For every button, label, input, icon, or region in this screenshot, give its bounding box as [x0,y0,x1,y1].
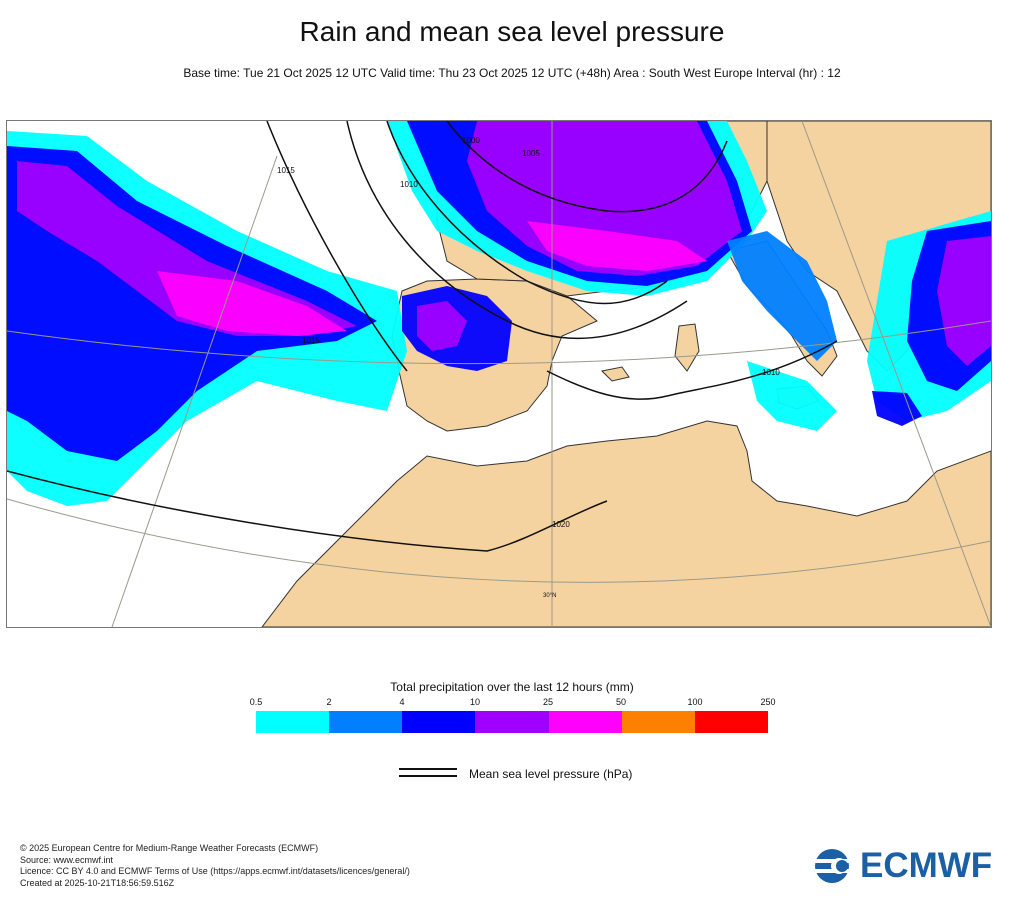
parallel-30n [7,498,991,583]
legend-swatch-6 [694,711,768,733]
ecmwf-logo: ECMWF [812,846,1012,886]
isobar-label: 1010 [400,180,418,189]
isobar-label-group: 1000 1005 1010 1010 1015 1015 1020 30°N [277,136,780,599]
meridian-east [801,121,991,627]
legend-tick: 10 [469,697,481,707]
legend-color-bar [256,711,768,733]
legend-tick: 4 [399,697,405,707]
legend-swatch-5 [621,711,695,733]
msl-legend-line [399,775,457,777]
msl-legend-label: Mean sea level pressure (hPa) [469,767,633,781]
north-africa-land [261,420,991,627]
precip-east-purple [937,236,991,366]
parallel-40n [7,320,991,365]
footer-source: Source: www.ecmwf.int [20,854,114,865]
sardinia-land [674,323,700,372]
legend-swatch-2 [402,711,476,733]
chart-subtitle: Base time: Tue 21 Oct 2025 12 UTC Valid … [183,66,841,80]
legend-swatch-4 [548,711,622,733]
isobar-1005 [386,121,668,305]
msl-legend-line [399,768,457,770]
isobar-1000 [446,121,728,213]
isobar-1020 [7,470,608,552]
legend-swatch-0 [256,711,330,733]
precip-atlantic-magenta [157,271,347,336]
latitude-label: 30°N [543,593,556,599]
isobar-label: 1015 [302,336,320,345]
footer-credits: © 2025 European Centre for Medium-Range … [20,843,410,889]
legend-tick: 100 [687,697,703,707]
legend-swatch-3 [475,711,549,733]
isobar-1010-north [346,121,688,340]
meridian-west [111,155,278,627]
footer-created: Created at 2025-10-21T18:56:59.516Z [20,877,175,888]
precip-shading [7,121,991,506]
precip-atlantic-purple [17,161,357,336]
legend-tick: 0.5 [249,697,263,707]
legend-tick: 250 [760,697,776,707]
precip-italy [727,231,837,361]
footer-copyright: © 2025 European Centre for Medium-Range … [20,843,319,853]
legend-tick: 25 [542,697,554,707]
precip-north-purple [467,121,742,276]
isobar-label: 1010 [762,368,780,377]
map-svg: 1000 1005 1010 1010 1015 1015 1020 30°N [7,121,991,627]
isobar-label: 1015 [277,166,295,175]
isobar-1010-south [546,340,838,400]
balearic-land [600,366,630,382]
isobars [7,121,838,552]
legend-tick: 2 [326,697,332,707]
legend-title: Total precipitation over the last 12 hou… [390,680,634,694]
graticule [7,121,991,627]
precip-north-magenta [527,221,707,271]
legend-swatch-1 [329,711,403,733]
isobar-label: 1000 [462,136,480,145]
isobar-label: 1020 [552,520,570,529]
weather-map: 1000 1005 1010 1010 1015 1015 1020 30°N [6,120,992,628]
isobar-label: 1005 [522,149,540,158]
precip-east-south [872,391,922,426]
isobar-1015 [266,121,408,372]
msl-legend: Mean sea level pressure (hPa) [399,766,659,786]
precip-iberia-purple [417,301,467,351]
ecmwf-logo-icon [814,849,854,883]
chart-title: Rain and mean sea level pressure [299,16,725,47]
precip-tyrrhenian [747,361,837,431]
ecmwf-logo-text: ECMWF [860,846,993,885]
legend-tick: 50 [615,697,627,707]
footer-licence: Licence: CC BY 4.0 and ECMWF Terms of Us… [20,866,410,876]
